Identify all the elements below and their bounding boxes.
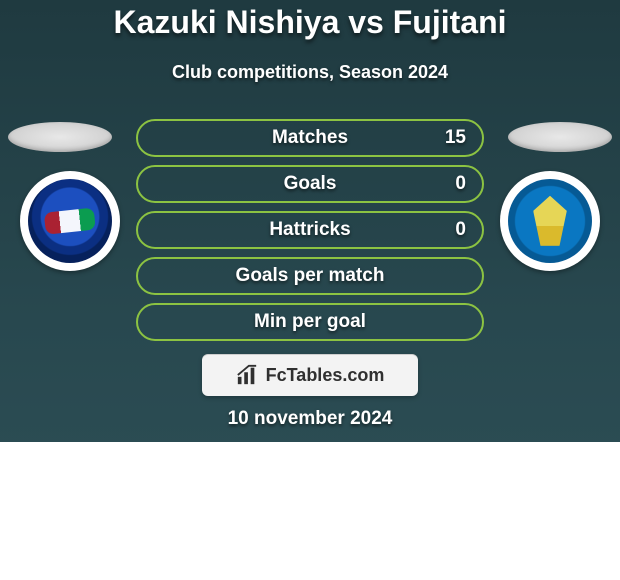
page-title: Kazuki Nishiya vs Fujitani [0, 4, 620, 41]
club-badge-right [500, 171, 600, 271]
stat-row-matches: Matches 15 [136, 119, 484, 157]
stat-label: Matches [138, 127, 482, 149]
stat-row-goals: Goals 0 [136, 165, 484, 203]
stat-value-right: 0 [455, 173, 466, 195]
branding-logo-icon [236, 364, 258, 386]
club-badge-left [20, 171, 120, 271]
bottom-fade [0, 442, 620, 580]
club-crest-tochigi [508, 179, 592, 263]
branding-badge: FcTables.com [202, 354, 418, 396]
stat-label: Goals [138, 173, 482, 195]
player-right-marker [508, 122, 612, 152]
stat-value-right: 15 [445, 127, 466, 149]
card-date: 10 november 2024 [0, 408, 620, 430]
page-subtitle: Club competitions, Season 2024 [0, 62, 620, 83]
stat-row-min-per-goal: Min per goal [136, 303, 484, 341]
branding-text: FcTables.com [266, 365, 385, 386]
comparison-card: Kazuki Nishiya vs Fujitani Club competit… [0, 0, 620, 580]
stat-row-hattricks: Hattricks 0 [136, 211, 484, 249]
stat-label: Min per goal [138, 311, 482, 333]
club-crest-vortis [28, 179, 112, 263]
stat-label: Goals per match [138, 265, 482, 287]
player-left-marker [8, 122, 112, 152]
stat-row-goals-per-match: Goals per match [136, 257, 484, 295]
stat-label: Hattricks [138, 219, 482, 241]
stat-value-right: 0 [455, 219, 466, 241]
